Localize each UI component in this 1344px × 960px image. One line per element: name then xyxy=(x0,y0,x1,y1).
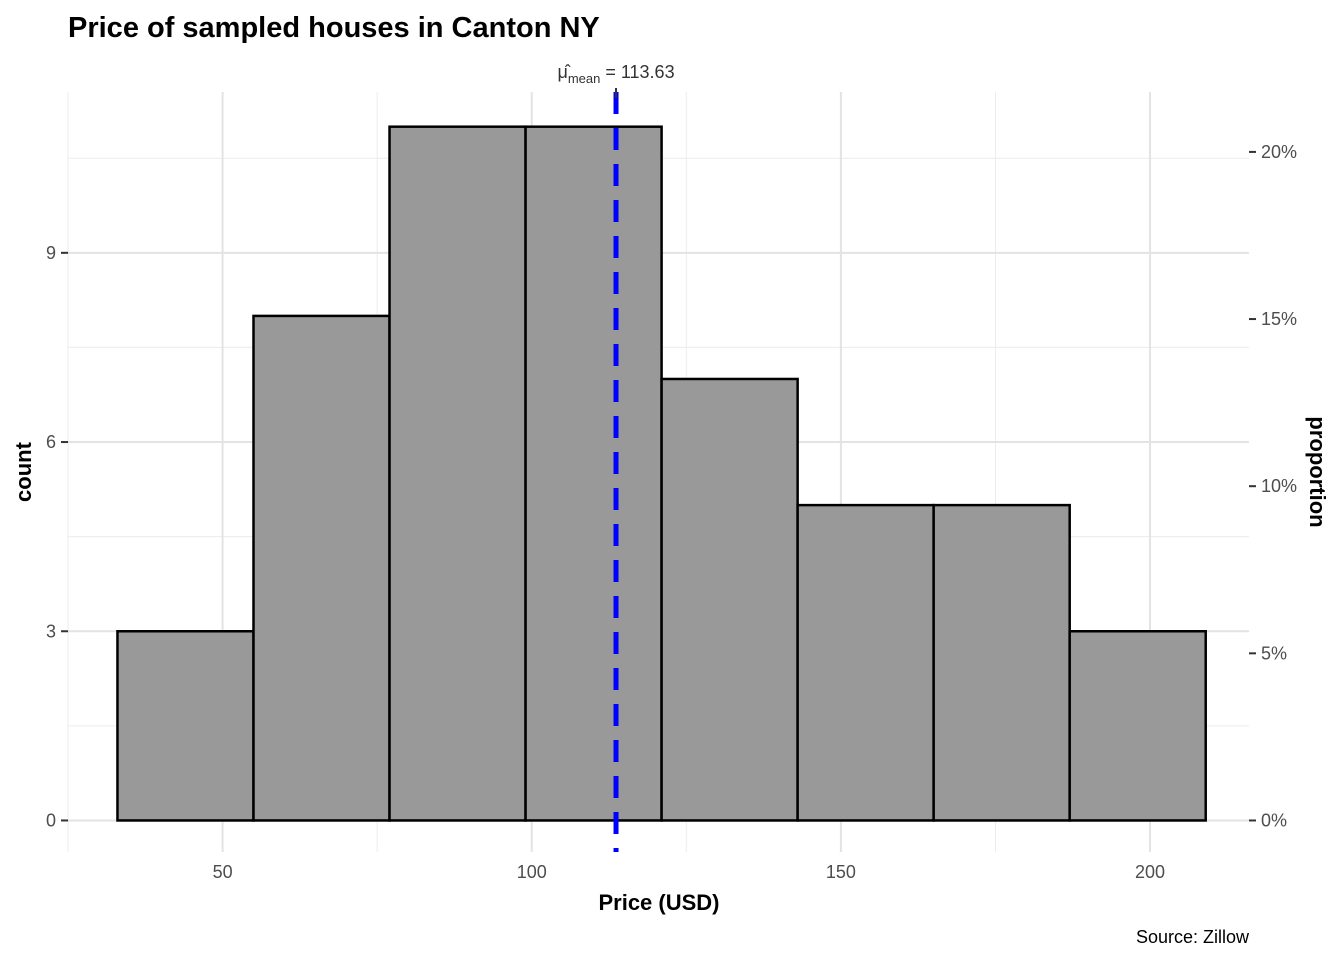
x-axis-title: Price (USD) xyxy=(598,890,719,915)
histogram-bar xyxy=(252,314,391,822)
y2-tick-label: 20% xyxy=(1261,142,1297,162)
y2-tick-label: 15% xyxy=(1261,309,1297,329)
y-axis-count: 0 3 6 9 xyxy=(46,243,68,830)
histogram-bar xyxy=(796,503,935,822)
y-tick-label: 9 xyxy=(46,243,56,263)
x-tick-label: 150 xyxy=(826,862,856,882)
x-tick-label: 50 xyxy=(213,862,233,882)
source-caption: Source: Zillow xyxy=(1136,927,1250,947)
y-tick-label: 6 xyxy=(46,432,56,452)
y-axis-title: count xyxy=(11,441,36,502)
y2-tick-label: 10% xyxy=(1261,476,1297,496)
y2-tick-label: 0% xyxy=(1261,810,1287,830)
x-tick-label: 200 xyxy=(1135,862,1165,882)
histogram-bars xyxy=(116,125,1207,822)
x-axis: 50 100 150 200 xyxy=(213,862,1166,882)
histogram-bar xyxy=(116,630,255,822)
histogram-bar xyxy=(524,125,663,822)
histogram-bar xyxy=(388,125,527,822)
y-tick-label: 0 xyxy=(46,810,56,830)
mean-line-group: μ̂mean = 113.63 xyxy=(557,62,675,852)
y2-axis-title: proportion xyxy=(1305,416,1330,527)
x-tick-label: 100 xyxy=(517,862,547,882)
y2-tick-label: 5% xyxy=(1261,643,1287,663)
mean-annotation: μ̂mean = 113.63 xyxy=(557,62,674,86)
histogram-bar xyxy=(932,503,1071,822)
y-tick-label: 3 xyxy=(46,621,56,641)
chart-title: Price of sampled houses in Canton NY xyxy=(68,12,600,44)
histogram-bar xyxy=(1068,630,1207,822)
histogram-bar xyxy=(660,377,799,822)
y-axis-proportion: 0% 5% 10% 15% 20% xyxy=(1249,142,1297,830)
